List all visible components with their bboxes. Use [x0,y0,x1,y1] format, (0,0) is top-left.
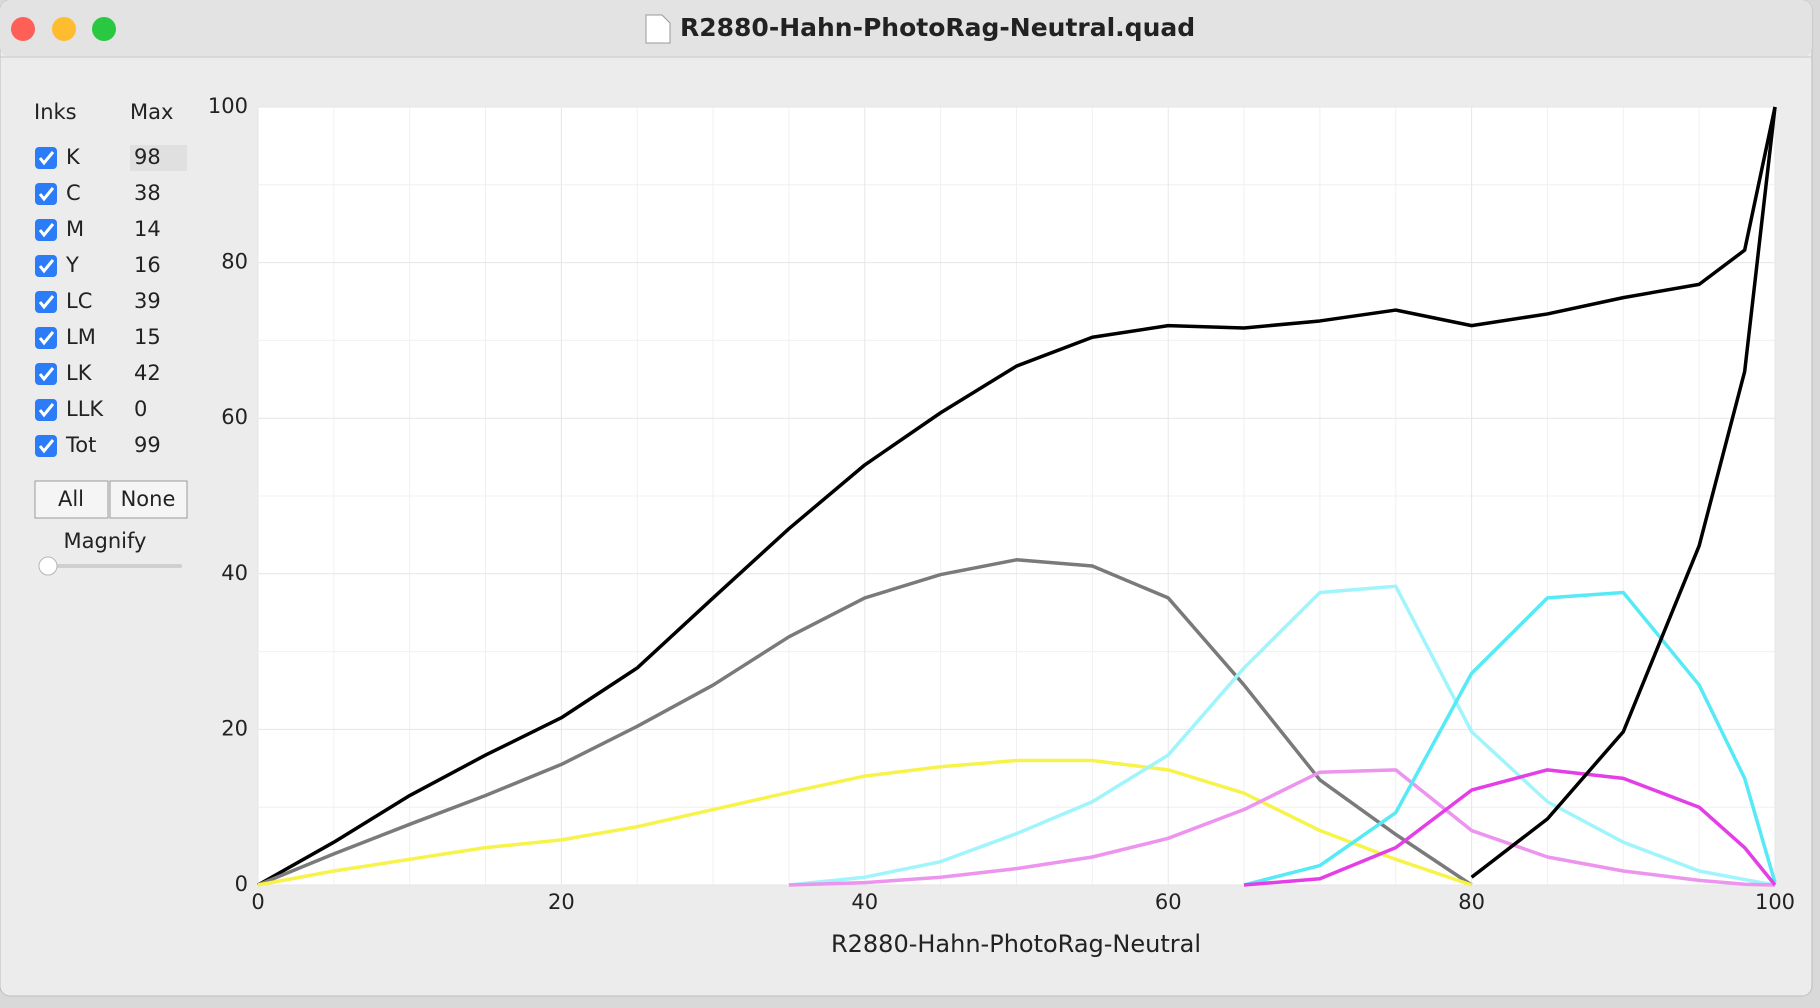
y-tick-label: 40 [221,561,248,585]
window-title: R2880-Hahn-PhotoRag-Neutral.quad [680,13,1195,42]
curve [788,768,1776,887]
ink-max: 39 [134,289,161,313]
x-tick-label: 20 [548,890,575,914]
curve [257,106,1777,887]
ink-checkbox[interactable] [35,327,57,349]
x-tick-label: 0 [251,890,264,914]
ink-checkbox[interactable] [35,255,57,277]
checkmark [38,259,55,274]
curve [257,758,1473,887]
ink-name: LC [66,289,92,313]
curve [257,558,1473,887]
ink-name: Y [65,253,79,277]
ink-checkbox[interactable] [35,363,57,385]
ink-max: 98 [134,145,161,169]
ink-max: 38 [134,181,161,205]
magnify-track [40,564,182,568]
x-axis-label: R2880-Hahn-PhotoRag-Neutral [831,930,1201,958]
ink-checkbox[interactable] [35,219,57,241]
ink-name: Tot [65,433,96,457]
ink-max: 15 [134,325,161,349]
curve [1243,590,1777,887]
checkmark [38,187,55,202]
x-tick-label: 60 [1155,890,1182,914]
x-tick-label: 40 [851,890,878,914]
ink-name: K [66,145,81,169]
magnify-label: Magnify [64,529,147,553]
document-icon [645,14,671,44]
y-tick-label: 0 [235,872,248,896]
none-button[interactable] [109,480,188,519]
close-button[interactable] [11,17,35,41]
checkmark [38,439,55,454]
none-button-label: None [121,487,176,511]
all-button-label: All [58,487,84,511]
x-tick-label: 100 [1755,890,1795,914]
checkmark [38,331,55,346]
y-tick-label: 80 [221,250,248,274]
ink-name: C [66,181,81,205]
ink-name: LK [66,361,93,385]
zoom-button[interactable] [92,17,116,41]
y-tick-label: 100 [208,94,248,118]
ink-max: 0 [134,397,147,421]
minimize-button[interactable] [52,17,76,41]
ink-name: M [66,217,84,241]
checkmark [38,367,55,382]
ink-max: 99 [134,433,161,457]
curve [788,584,1776,887]
checkmark [38,223,55,238]
ink-checkbox[interactable] [35,399,57,421]
y-tick-label: 20 [221,716,248,740]
ink-checkbox[interactable] [35,147,57,169]
ink-checkbox[interactable] [35,291,57,313]
max-header: Max [130,100,173,124]
ink-max: 14 [134,217,161,241]
ink-name: LM [66,325,96,349]
inks-header: Inks [34,100,77,124]
ink-checkbox[interactable] [35,435,57,457]
ink-checkbox[interactable] [35,183,57,205]
all-button[interactable] [34,480,109,519]
magnify-slider[interactable] [38,556,58,576]
checkmark [38,151,55,166]
ink-max: 42 [134,361,161,385]
y-tick-label: 60 [221,405,248,429]
checkmark [38,295,55,310]
x-tick-label: 80 [1458,890,1485,914]
curve [1470,106,1777,879]
checkmark [38,403,55,418]
curve [1243,768,1777,887]
ink-name: LLK [66,397,104,421]
ink-max: 16 [134,253,161,277]
title-bar [0,0,1812,57]
max-field [130,145,187,171]
